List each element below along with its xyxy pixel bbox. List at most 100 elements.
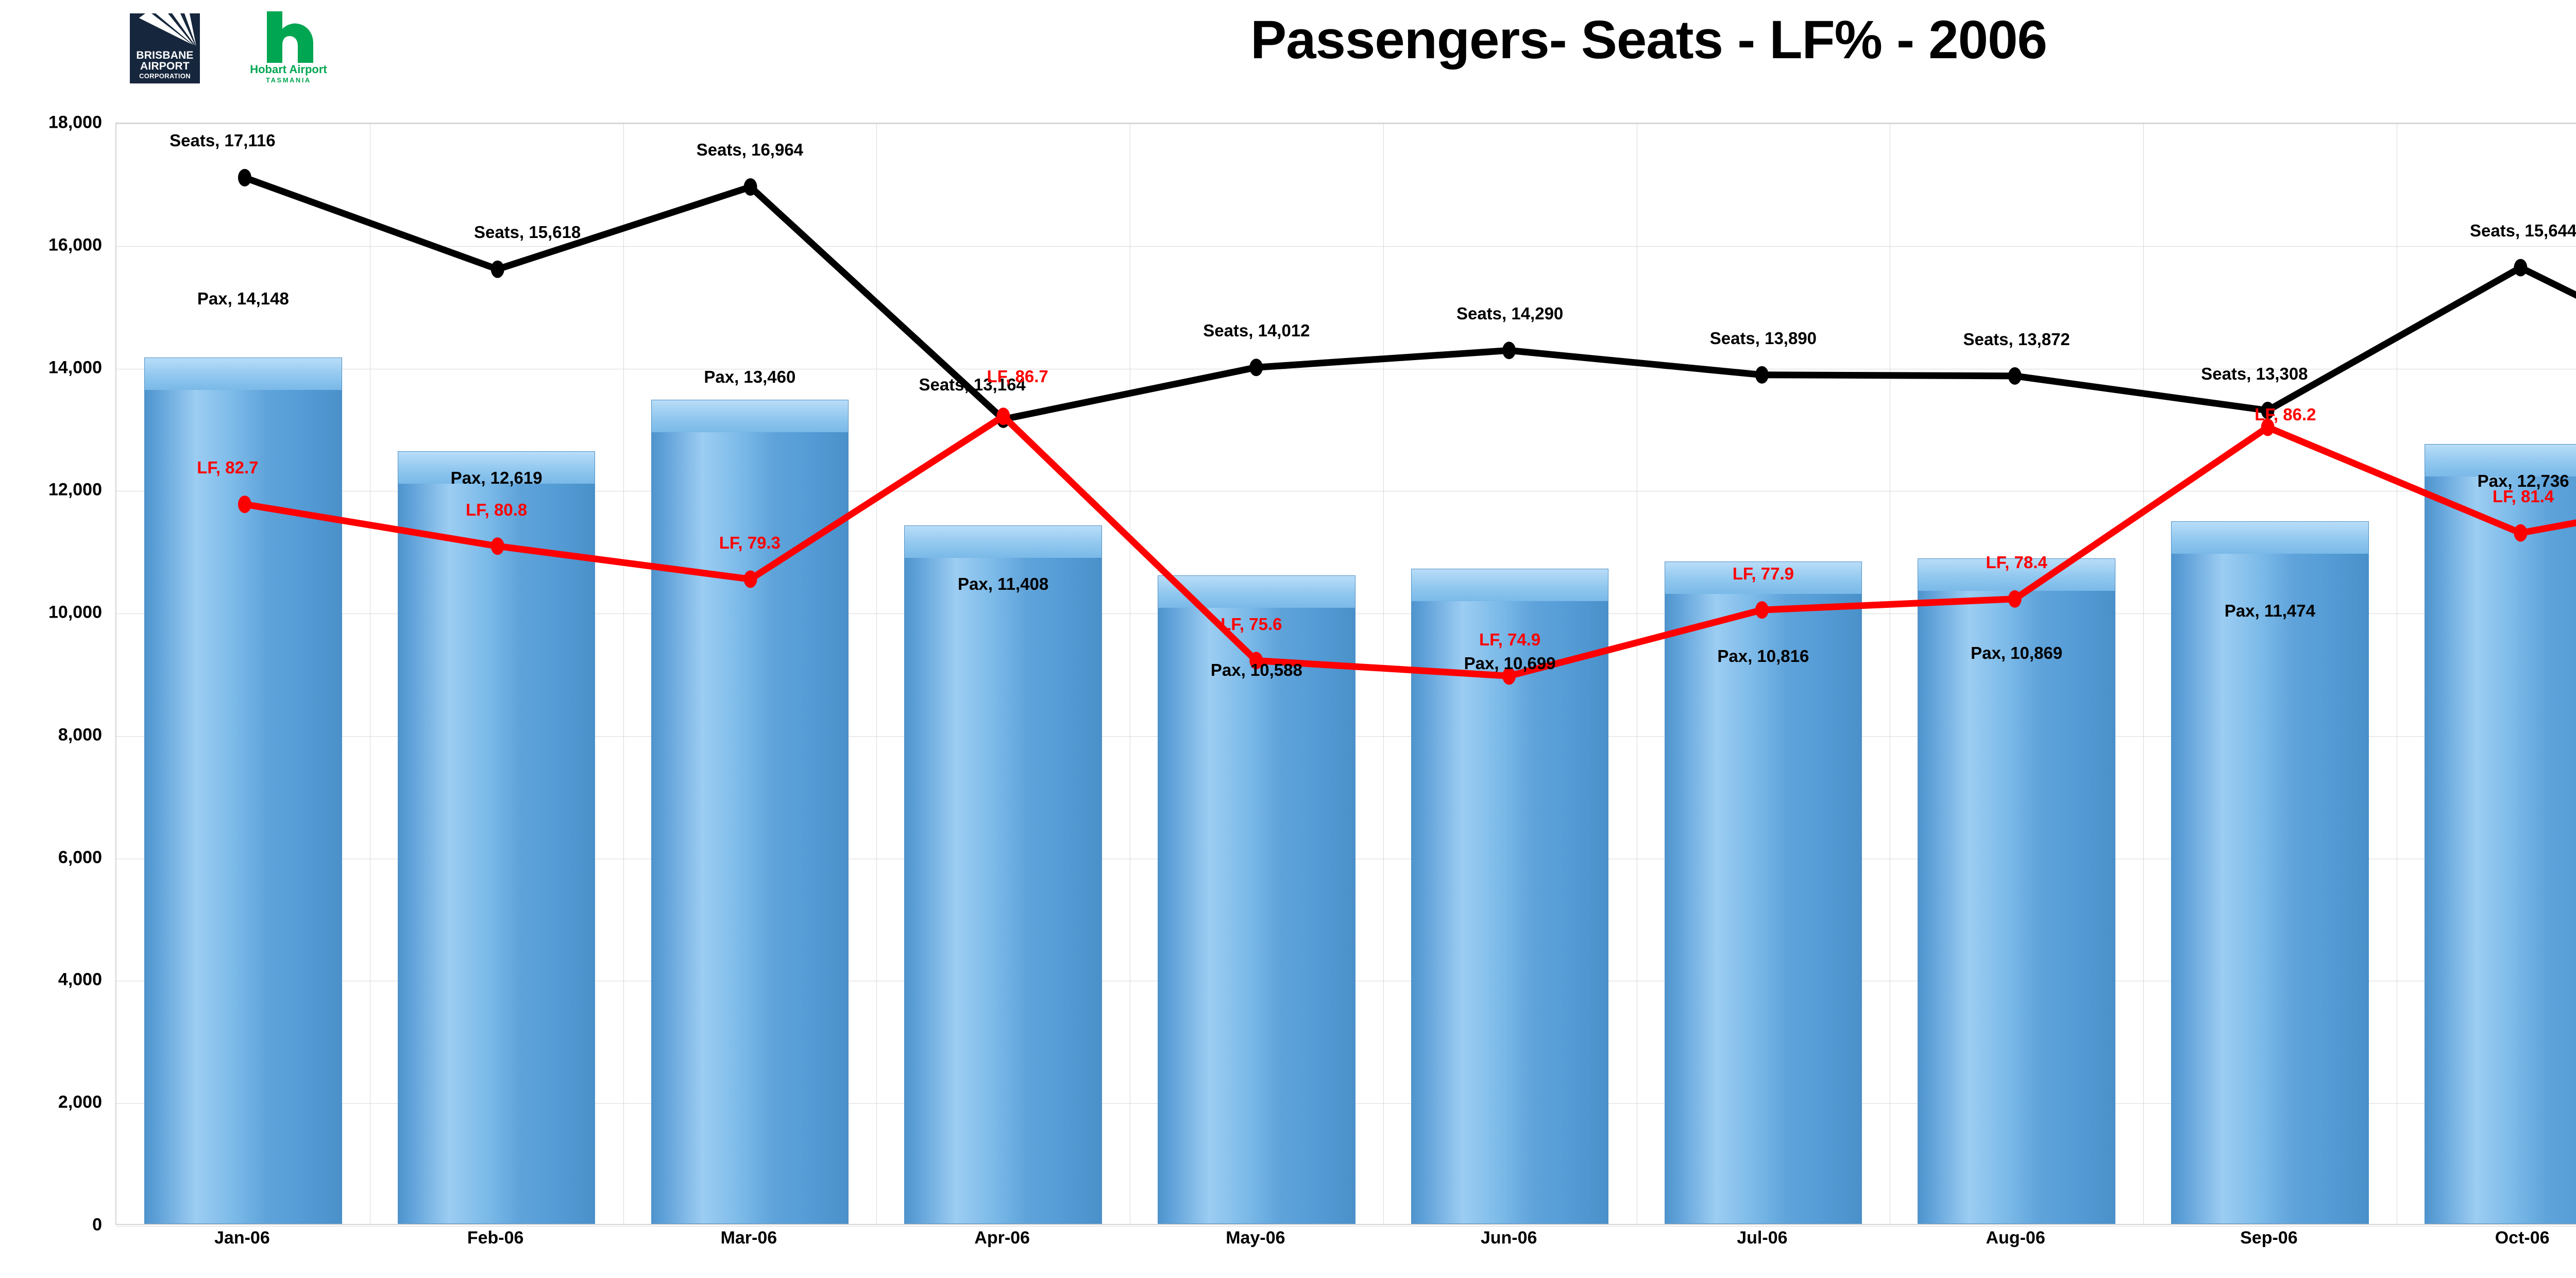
x-axis-tick: Apr-06: [974, 1228, 1030, 1248]
page-title: Passengers- Seats - LF% - 2006: [1250, 10, 2047, 70]
seats-point[interactable]: [1502, 342, 1516, 360]
lf-point[interactable]: [1249, 652, 1263, 670]
bar-pax[interactable]: [1918, 558, 2115, 1224]
bar-top-highlight: [1158, 576, 1355, 608]
data-label-seats: Seats, 14,290: [1456, 304, 1564, 323]
seats-point[interactable]: [1249, 359, 1263, 377]
x-axis-tick: Sep-06: [2240, 1228, 2298, 1248]
bar-top-highlight: [651, 400, 849, 432]
data-label-pax: Pax, 12,736: [2477, 471, 2569, 490]
brisbane-logo-line2: AIRPORT: [140, 60, 190, 72]
data-label-seats: Seats, 13,890: [1709, 328, 1817, 348]
x-axis-tick: May-06: [1226, 1228, 1285, 1248]
gridline-vertical: [2143, 124, 2144, 1224]
y-axis-left: 18,000 16,000 14,000 12,000 10,000 8,000 6,000…: [0, 113, 109, 1235]
data-label-lf: LF, 78.4: [1986, 553, 2047, 572]
data-label-lf: LF, 74.9: [1479, 630, 1541, 650]
hobart-airport-logo: Hobart Airport TASMANIA: [237, 11, 340, 89]
lf-point[interactable]: [743, 570, 757, 588]
data-label-pax: Pax, 14,148: [197, 288, 289, 308]
bar-top-highlight: [1918, 558, 2115, 591]
bar-pax[interactable]: [904, 525, 1102, 1224]
data-label-seats: Seats, 13,872: [1963, 329, 2070, 349]
y-axis-left-tick: 6,000: [58, 847, 102, 867]
seats-point[interactable]: [2261, 401, 2275, 419]
data-label-seats: Seats, 13,164: [919, 374, 1026, 394]
gridline-vertical: [876, 124, 877, 1224]
y-axis-left-tick: 16,000: [48, 235, 102, 255]
data-label-seats: Seats, 15,644: [2469, 221, 2576, 241]
seats-point[interactable]: [743, 178, 757, 196]
y-axis-left-tick: 8,000: [58, 725, 102, 745]
x-axis-tick: Jun-06: [1480, 1228, 1537, 1248]
plot-area: Pax, 14,148 Pax, 12,619 Pax, 13,460 Pax, 11…: [115, 123, 2576, 1226]
bar-pax[interactable]: [1664, 561, 1862, 1224]
data-label-seats: Seats, 13,308: [2201, 364, 2308, 383]
bar-pax[interactable]: [397, 451, 596, 1224]
bar-pax[interactable]: [2171, 521, 2369, 1224]
data-label-lf: LF, 81.4: [2493, 487, 2554, 506]
data-label-lf: LF, 77.9: [1732, 564, 1794, 583]
x-axis-tick: Jul-06: [1737, 1228, 1788, 1248]
seats-point[interactable]: [2008, 367, 2022, 385]
seats-point[interactable]: [2514, 259, 2528, 277]
lf-point[interactable]: [2514, 524, 2528, 542]
seats-point[interactable]: [238, 168, 251, 186]
hobart-h-icon: [267, 11, 313, 63]
seats-point[interactable]: [1755, 366, 1769, 384]
data-label-pax: Pax, 12,619: [450, 468, 543, 487]
data-label-lf: LF, 86.2: [2255, 404, 2316, 424]
data-label-seats: Seats, 14,012: [1203, 321, 1310, 340]
data-label-pax: Pax, 10,816: [1717, 646, 1809, 666]
data-label-pax: Pax, 10,588: [1210, 660, 1302, 680]
x-axis-tick: Jan-06: [214, 1228, 270, 1248]
lf-point[interactable]: [996, 407, 1010, 425]
y-axis-left-tick: 18,000: [48, 112, 102, 132]
y-axis-left-tick: 4,000: [58, 969, 102, 990]
y-axis-left-tick: 2,000: [58, 1092, 102, 1112]
seats-point[interactable]: [490, 260, 504, 278]
bar-pax[interactable]: [2424, 444, 2576, 1224]
brisbane-rays-icon: [130, 13, 196, 46]
x-axis-tick: Feb-06: [467, 1228, 524, 1248]
brisbane-logo-line1: BRISBANE: [136, 49, 194, 61]
data-label-lf: LF, 75.6: [1221, 615, 1282, 634]
y-axis-left-tick: 10,000: [48, 602, 102, 622]
x-axis-tick: Aug-06: [1986, 1228, 2045, 1248]
brisbane-airport-corporation-logo: BRISBANE AIRPORT CORPORATION: [130, 13, 200, 83]
x-axis-tick: Oct-06: [2495, 1228, 2550, 1248]
bar-top-highlight: [1665, 562, 1862, 594]
data-label-pax: Pax, 11,408: [958, 574, 1049, 593]
gridline-vertical: [623, 124, 624, 1224]
data-label-lf: LF, 80.8: [466, 500, 528, 519]
x-axis: Jan-06 Feb-06 Mar-06 Apr-06 May-06 Jun-06 Jul-…: [115, 1228, 2576, 1264]
data-label-pax: Pax, 13,460: [704, 367, 796, 386]
data-label-lf: LF, 82.7: [197, 458, 259, 478]
bar-top-highlight: [905, 525, 1101, 558]
y-axis-left-tick: 0: [92, 1215, 102, 1235]
bar-pax[interactable]: [1158, 575, 1355, 1224]
lf-point[interactable]: [2008, 590, 2022, 608]
lf-point[interactable]: [2261, 418, 2275, 436]
y-axis-left-tick: 12,000: [48, 480, 102, 500]
bar-top-highlight: [2172, 521, 2368, 554]
data-label-lf: LF, 86.7: [987, 367, 1048, 386]
data-label-seats: Seats, 16,964: [696, 140, 804, 160]
data-label-pax: Pax, 11,474: [2224, 601, 2315, 620]
hobart-logo-name: Hobart Airport: [250, 63, 327, 76]
lf-line: [241, 413, 2576, 679]
lf-point[interactable]: [238, 496, 251, 514]
brisbane-logo-line3: CORPORATION: [139, 72, 191, 80]
bar-top-highlight: [1411, 569, 1608, 602]
lf-point[interactable]: [490, 537, 504, 555]
lf-point[interactable]: [1502, 667, 1516, 685]
line-series-overlay: [238, 168, 2576, 685]
lf-point[interactable]: [1755, 601, 1769, 619]
x-axis-tick: Mar-06: [720, 1228, 777, 1248]
chart-header: BRISBANE AIRPORT CORPORATION Hobart Airp…: [0, 0, 2576, 108]
bar-top-highlight: [2425, 444, 2576, 476]
hobart-logo-sub: TASMANIA: [266, 76, 311, 84]
bar-top-highlight: [145, 357, 342, 390]
gridline-horizontal: [116, 246, 2576, 247]
data-label-pax: Pax, 10,699: [1464, 654, 1556, 673]
